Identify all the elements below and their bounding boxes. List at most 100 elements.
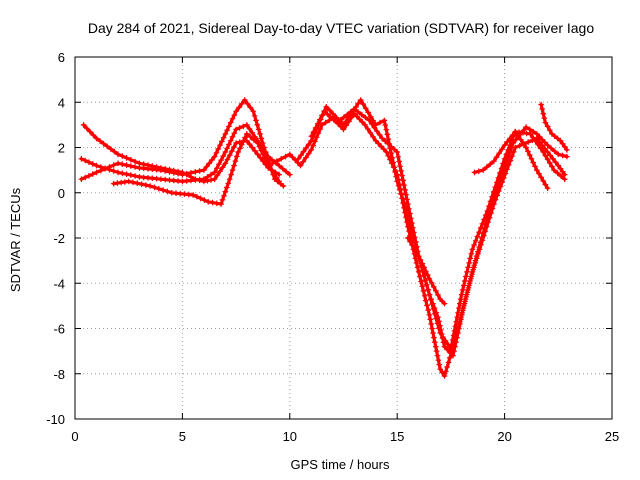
data-point-marker: [327, 114, 334, 120]
data-point-marker: [376, 132, 383, 138]
data-point-marker: [226, 152, 233, 158]
data-point-marker: [263, 159, 270, 165]
data-point-marker: [205, 199, 211, 205]
data-point-marker: [322, 119, 329, 126]
data-point-marker: [308, 133, 315, 139]
data-point-marker: [453, 339, 459, 345]
data-point-marker: [211, 169, 218, 176]
data-point-marker: [246, 126, 253, 132]
data-point-marker: [447, 349, 453, 356]
data-point-marker: [542, 139, 548, 146]
data-point-marker: [534, 167, 540, 173]
data-point-marker: [231, 144, 237, 150]
data-point-marker: [308, 147, 315, 153]
data-point-marker: [233, 126, 239, 133]
data-point-marker: [366, 117, 373, 124]
data-point-marker: [298, 152, 304, 158]
data-point-marker: [449, 337, 456, 343]
data-point-marker: [149, 163, 156, 169]
data-point-marker: [422, 277, 429, 283]
data-point-marker: [256, 143, 263, 150]
data-point-marker: [280, 183, 287, 189]
data-point-marker: [132, 158, 138, 165]
data-point-marker: [430, 300, 436, 307]
data-point-marker: [469, 246, 476, 253]
data-point-marker: [551, 148, 558, 155]
data-point-marker: [461, 282, 467, 289]
data-point-marker: [437, 322, 443, 329]
data-point-marker: [509, 132, 516, 138]
data-point-marker: [229, 167, 236, 173]
data-point-marker: [382, 138, 388, 144]
data-point-marker: [452, 343, 458, 350]
data-point-marker: [489, 199, 496, 205]
data-point-marker: [106, 166, 113, 173]
data-point-marker: [86, 159, 92, 165]
data-point-marker: [87, 128, 93, 135]
data-point-marker: [397, 163, 403, 169]
y-tick-label: -10: [46, 412, 65, 427]
data-point-marker: [496, 150, 502, 156]
data-point-marker: [414, 264, 421, 271]
data-point-marker: [499, 146, 505, 152]
data-point-marker: [494, 185, 500, 191]
data-point-marker: [491, 158, 497, 164]
data-point-marker: [551, 167, 557, 173]
data-point-marker: [384, 131, 391, 138]
data-point-marker: [459, 312, 465, 318]
data-point-marker: [319, 122, 325, 128]
data-point-marker: [401, 182, 407, 188]
data-point-marker: [257, 131, 263, 137]
data-point-marker: [436, 361, 443, 368]
data-point-marker: [415, 269, 422, 275]
data-point-marker: [474, 233, 481, 240]
data-point-marker: [115, 151, 121, 158]
data-point-marker: [156, 185, 162, 192]
data-point-marker: [130, 179, 136, 186]
data-point-marker: [355, 100, 361, 107]
data-point-marker: [215, 146, 221, 152]
data-point-marker: [479, 220, 486, 227]
data-point-marker: [389, 155, 395, 161]
data-point-marker: [104, 143, 110, 150]
data-point-marker: [183, 171, 190, 178]
data-point-marker: [265, 153, 272, 160]
data-point-marker: [399, 172, 405, 179]
data-point-marker: [453, 318, 460, 325]
data-point-marker: [192, 176, 199, 182]
data-point-marker: [455, 309, 461, 316]
data-point-marker: [255, 126, 262, 133]
data-point-marker: [469, 271, 475, 277]
data-point-marker: [526, 126, 533, 133]
data-point-marker: [269, 160, 276, 167]
chart-title: Day 284 of 2021, Sidereal Day-to-day VTE…: [88, 20, 595, 36]
data-point-marker: [412, 234, 418, 240]
data-point-marker: [250, 108, 257, 115]
data-point-marker: [278, 156, 284, 162]
data-point-marker: [466, 280, 473, 286]
data-point-marker: [405, 201, 411, 207]
data-point-marker: [236, 104, 242, 111]
data-point-marker: [408, 215, 414, 222]
data-point-marker: [132, 173, 138, 179]
series-line: [296, 98, 567, 351]
y-tick-label: -2: [53, 231, 65, 246]
data-point-marker: [80, 122, 87, 128]
data-point-marker: [222, 160, 229, 167]
data-point-marker: [383, 149, 390, 155]
data-point-marker: [240, 123, 247, 130]
data-point-marker: [206, 160, 212, 167]
data-point-marker: [482, 221, 489, 228]
data-point-marker: [394, 149, 400, 155]
data-point-marker: [405, 235, 411, 241]
data-point-marker: [472, 257, 479, 264]
data-point-marker: [432, 339, 438, 345]
data-point-marker: [213, 150, 220, 156]
data-point-marker: [551, 133, 558, 139]
x-tick-label: 0: [71, 429, 78, 444]
data-point-marker: [411, 229, 417, 236]
data-point-marker: [559, 168, 566, 175]
data-point-marker: [530, 128, 536, 135]
data-point-marker: [516, 142, 523, 149]
